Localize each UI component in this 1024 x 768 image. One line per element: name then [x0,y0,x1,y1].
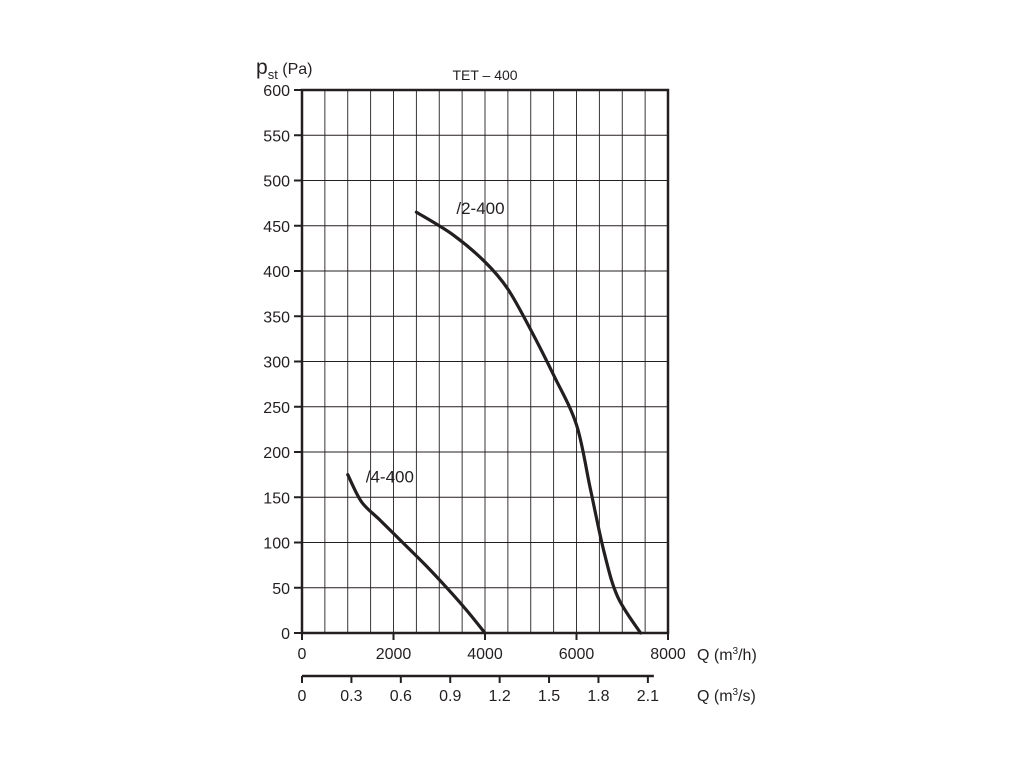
curve-4-400 [346,473,487,635]
x-axis-label-text: Q (m [697,647,733,664]
x-axis-label: Q (m3/h) [697,646,757,664]
x-tick-label: 6000 [559,646,595,663]
secondary-x-tick-label: 0 [298,688,307,705]
y-tick-label: 400 [263,264,290,281]
secondary-x-axis-label-text: Q (m [697,688,733,705]
y-tick-label: 200 [263,445,290,462]
y-axis-label: pst (Pa) [256,56,312,82]
curve-2-400 [414,210,643,635]
y-tick-label: 100 [263,536,290,553]
grid [302,90,668,633]
x-axis-label-end: /h) [738,647,757,664]
curves: /2-400/4-400 [346,199,643,635]
x-tick-label: 4000 [467,646,503,663]
curve-label: /2-400 [456,199,504,218]
secondary-x-tick-label: 0.3 [340,688,362,705]
y-axis-ticks: 0 50 100 150 200 250 300 350 400 450 500 550 600 [263,83,302,643]
secondary-x-tick-label: 1.2 [489,688,511,705]
secondary-x-axis: 0 0.3 0.6 0.9 1.2 1.5 1.8 2.1 [298,674,659,705]
secondary-x-tick-label: 1.5 [538,688,560,705]
chart-title: TET – 400 [452,67,517,83]
secondary-x-tick-label: 2.1 [637,688,659,705]
secondary-x-axis-label: Q (m3/s) [697,687,756,705]
x-tick-label: 2000 [376,646,412,663]
y-tick-label: 350 [263,309,290,326]
x-tick-label: 0 [298,646,307,663]
y-axis-label-unit: (Pa) [278,61,313,78]
y-axis-label-subscript: st [268,67,279,82]
secondary-x-tick-label: 0.9 [439,688,461,705]
y-axis-label-symbol: p [256,56,268,79]
y-tick-label: 450 [263,219,290,236]
secondary-x-tick-label: 0.6 [390,688,412,705]
y-tick-label: 50 [272,581,290,598]
x-axis-ticks: 0 2000 4000 6000 8000 [298,633,686,663]
secondary-x-axis-label-end: /s) [738,688,756,705]
x-tick-label: 8000 [650,646,686,663]
secondary-x-tick-label: 1.8 [587,688,609,705]
x-axis-label-sup: 3 [733,646,739,657]
secondary-x-axis-label-sup: 3 [733,687,739,698]
y-tick-label: 300 [263,355,290,372]
y-tick-label: 550 [263,128,290,145]
curve-label: /4-400 [366,468,414,487]
y-tick-label: 500 [263,174,290,191]
y-tick-label: 250 [263,400,290,417]
y-tick-label: 0 [281,626,290,643]
y-tick-label: 600 [263,83,290,100]
y-tick-label: 150 [263,490,290,507]
